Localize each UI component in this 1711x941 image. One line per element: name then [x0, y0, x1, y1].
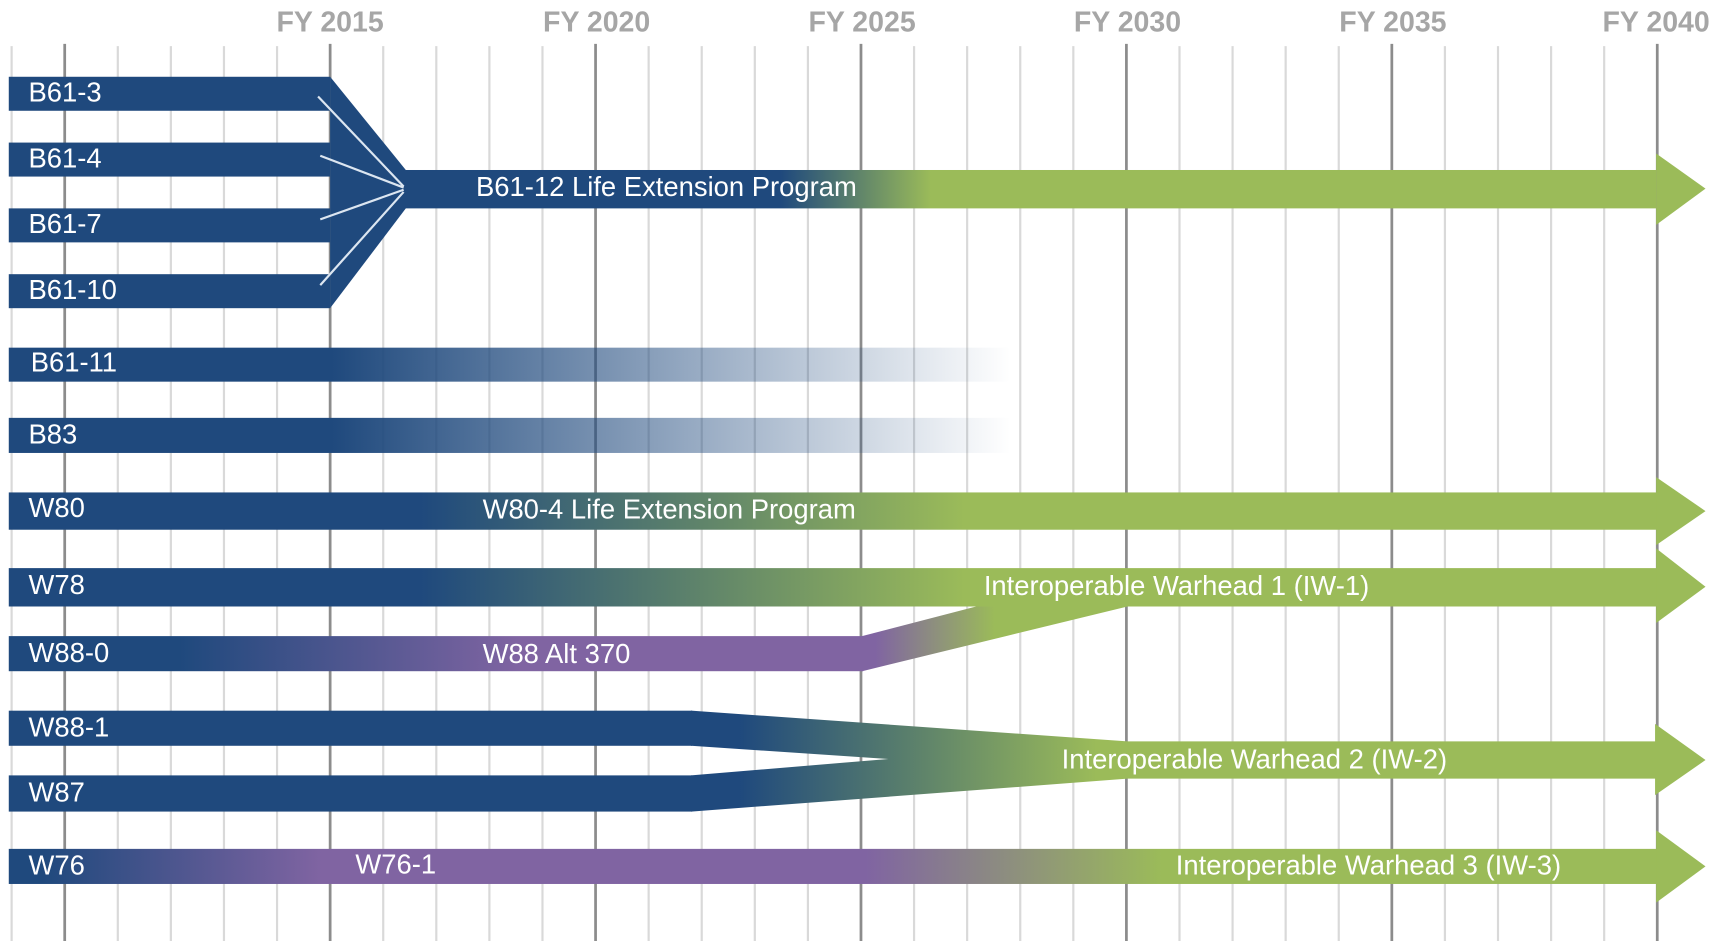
merge — [330, 76, 406, 309]
row-label: W76 — [29, 850, 85, 881]
row-labels: B61-3 B61-4 B61-7 B61-10 B61-11 B83 W80 … — [29, 77, 118, 881]
program-label: B61-12 Life Extension Program — [476, 171, 857, 202]
row-label: B83 — [29, 419, 78, 450]
row-label: B61-7 — [29, 208, 102, 239]
row-label: B61-11 — [31, 346, 117, 377]
b61-group — [8, 76, 1706, 309]
program-label: W80-4 Life Extension Program — [483, 493, 856, 524]
year-label: FY 2020 — [543, 7, 650, 39]
arrow-head — [1656, 548, 1706, 623]
arrow-head — [1656, 477, 1706, 546]
bar — [8, 492, 1658, 530]
bar — [8, 274, 331, 309]
bar — [8, 76, 331, 111]
row-label: B61-10 — [29, 274, 117, 305]
bar — [8, 208, 331, 243]
merge-lines — [317, 95, 405, 286]
row-label: W87 — [29, 776, 85, 807]
year-label: FY 2040 — [1603, 7, 1710, 39]
row-label: B61-4 — [29, 142, 102, 173]
merge — [690, 710, 1657, 812]
bar — [8, 347, 1106, 382]
arrow-head — [1656, 153, 1706, 225]
row-label: B61-3 — [29, 77, 102, 108]
row-label: W78 — [29, 569, 85, 600]
program-label: W76-1 — [355, 849, 436, 880]
year-label: FY 2030 — [1074, 7, 1181, 39]
program-label: Interoperable Warhead 1 (IW-1) — [984, 570, 1369, 601]
bar — [8, 636, 864, 672]
bar — [404, 169, 1657, 209]
row-label: W80 — [29, 492, 85, 523]
arrow-head — [1655, 723, 1706, 796]
bar — [8, 142, 331, 177]
program-label: W88 Alt 370 — [483, 638, 631, 669]
year-labels: FY 2015 FY 2020 FY 2025 FY 2030 FY 2035 … — [277, 7, 1710, 39]
row-label: W88-0 — [29, 637, 110, 668]
bar — [8, 775, 693, 812]
bar — [8, 710, 693, 746]
row-label: W88-1 — [29, 712, 110, 743]
bar — [8, 568, 1658, 607]
bar — [8, 848, 1658, 884]
merge — [862, 606, 1128, 672]
program-label: Interoperable Warhead 2 (IW-2) — [1062, 743, 1447, 774]
year-label: FY 2025 — [808, 7, 915, 39]
year-label: FY 2015 — [277, 7, 384, 39]
program-label: Interoperable Warhead 3 (IW-3) — [1176, 850, 1561, 881]
bar — [8, 417, 1106, 453]
year-label: FY 2035 — [1339, 7, 1446, 39]
arrow-head — [1656, 830, 1706, 903]
program-labels: B61-12 Life Extension Program W80-4 Life… — [355, 171, 1561, 881]
